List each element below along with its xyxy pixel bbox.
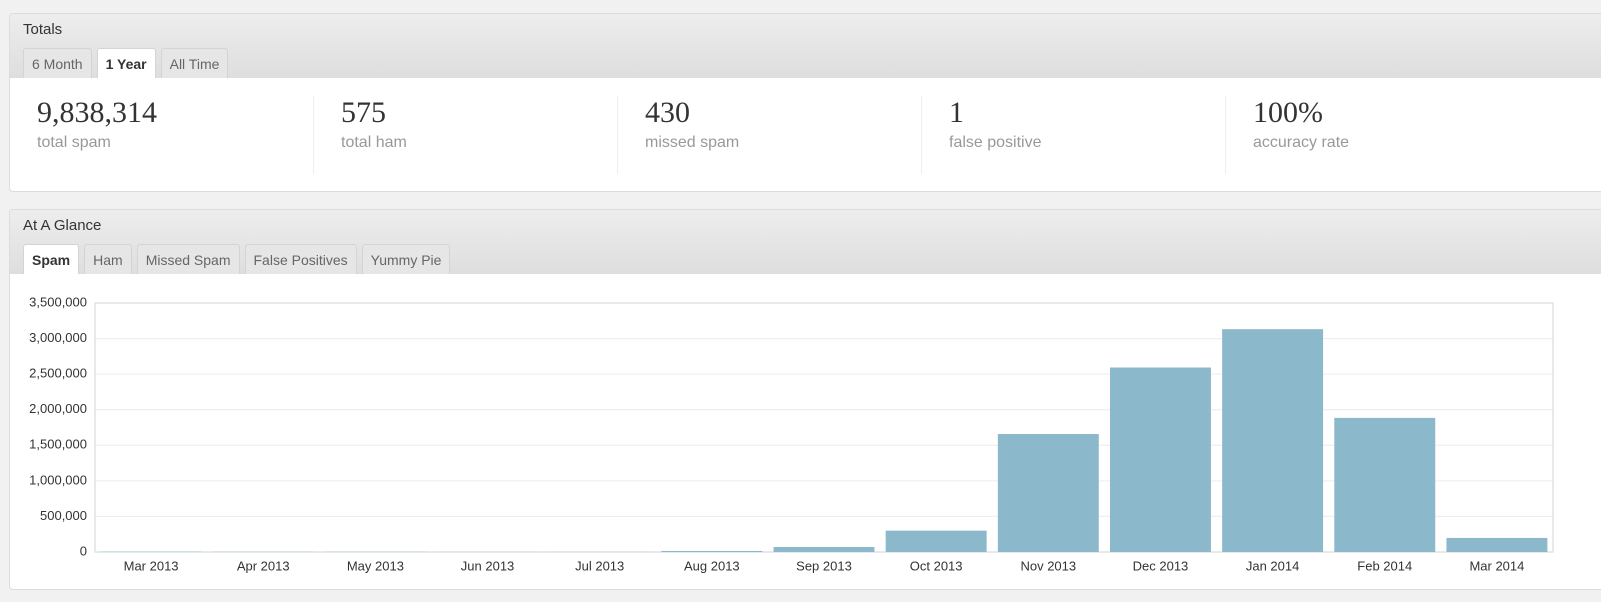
bar	[885, 530, 987, 552]
bar	[1109, 367, 1211, 552]
x-tick-label: Mar 2014	[1469, 558, 1524, 573]
stat-label: accuracy rate	[1253, 134, 1350, 151]
tab[interactable]: False Positives	[244, 244, 357, 274]
y-tick-label: 1,000,000	[29, 472, 87, 487]
x-tick-label: Jul 2013	[575, 558, 624, 573]
x-tick-label: Mar 2013	[124, 558, 179, 573]
stat-label: false positive	[949, 134, 1042, 151]
panel-title: Totals	[23, 21, 63, 38]
x-tick-label: Aug 2013	[684, 558, 740, 573]
y-tick-label: 1,500,000	[29, 437, 87, 452]
x-tick-label: Dec 2013	[1133, 558, 1189, 573]
x-tick-label: Feb 2014	[1357, 558, 1412, 573]
panel-header: Totals 6 Month 1 Year All Time	[10, 14, 1601, 78]
x-tick-label: May 2013	[347, 558, 404, 573]
stat-value: 575	[341, 96, 386, 129]
tab[interactable]: 6 Month	[23, 48, 92, 78]
bar	[773, 547, 875, 552]
stat: 100% accuracy rate	[1226, 96, 1529, 174]
x-tick-label: Oct 2013	[910, 558, 963, 573]
stat: 1 false positive	[922, 96, 1226, 174]
tab[interactable]: Spam	[23, 244, 80, 274]
panel-title: At A Glance	[23, 217, 102, 234]
x-tick-label: Apr 2013	[237, 558, 290, 573]
y-tick-label: 500,000	[40, 508, 87, 523]
x-tick-label: Jan 2014	[1246, 558, 1300, 573]
y-tick-label: 0	[80, 543, 87, 558]
stat-value: 430	[645, 96, 690, 129]
panel-header: At A Glance Spam Ham Missed Spam False Posi…	[10, 210, 1601, 274]
stat-label: missed spam	[645, 134, 740, 151]
stats: 9,838,314 total spam 575 total ham 430 missed…	[10, 78, 1601, 174]
x-tick-label: Jun 2013	[461, 558, 515, 573]
bar	[1446, 537, 1548, 552]
bar	[997, 434, 1099, 552]
stat-label: total spam	[37, 134, 111, 151]
stat-value: 100%	[1253, 96, 1323, 129]
bar	[661, 550, 763, 552]
y-tick-label: 2,500,000	[29, 366, 87, 381]
tab[interactable]: 1 Year	[96, 48, 156, 78]
x-tick-label: Nov 2013	[1020, 558, 1076, 573]
tab[interactable]: Yummy Pie	[361, 244, 451, 274]
stat: 430 missed spam	[618, 96, 922, 174]
x-tick-label: Sep 2013	[796, 558, 852, 573]
y-tick-label: 3,000,000	[29, 330, 87, 345]
bar	[1334, 417, 1436, 552]
tab[interactable]: Ham	[84, 244, 132, 274]
tab-bar: 6 Month 1 Year All Time	[23, 48, 229, 78]
y-tick-label: 3,500,000	[29, 294, 87, 309]
chart: 0 500,000 1,000,000 1,500,000 2,000,000 2,500…	[29, 294, 1554, 573]
glance-panel: At A Glance Spam Ham Missed Spam False Posi…	[9, 209, 1601, 590]
stat-value: 9,838,314	[37, 96, 157, 129]
bar	[1222, 329, 1324, 552]
tab[interactable]: Missed Spam	[136, 244, 240, 274]
totals-panel: Totals 6 Month 1 Year All Time 9,838,314 to…	[9, 13, 1601, 192]
stat-label: total ham	[341, 134, 407, 151]
y-tick-label: 2,000,000	[29, 401, 87, 416]
tab-bar: Spam Ham Missed Spam False Positives Yummy P…	[23, 244, 451, 274]
stat: 9,838,314 total spam	[10, 96, 314, 174]
stat-value: 1	[949, 96, 964, 129]
tab[interactable]: All Time	[160, 48, 229, 78]
stat: 575 total ham	[314, 96, 618, 174]
